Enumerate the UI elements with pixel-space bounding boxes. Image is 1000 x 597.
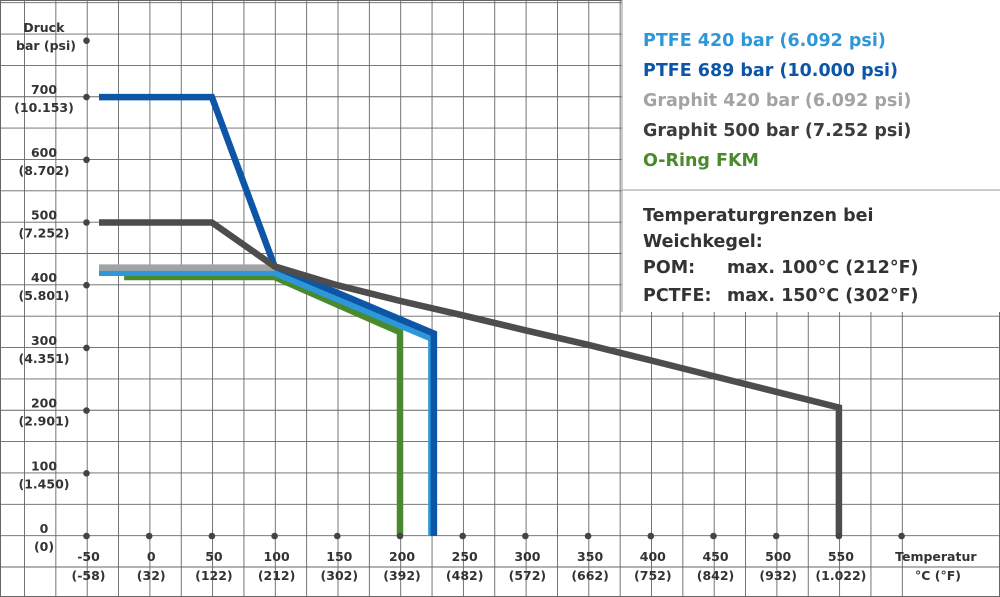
x-tick-dot [772, 532, 780, 540]
y-tick-label-bar: 600 [31, 145, 57, 160]
y-tick-label-bar: 700 [31, 82, 57, 97]
x-tick-dot [208, 532, 216, 540]
legend-entry: Graphit 500 bar (7.252 psi) [643, 121, 911, 141]
y-tick-label-psi: (7.252) [19, 226, 70, 241]
legend-entry: PTFE 420 bar (6.092 psi) [643, 31, 886, 51]
y-tick-label-psi: (10.153) [14, 100, 74, 115]
x-tick-label-c: 250 [452, 549, 478, 564]
legend-entry: PTFE 689 bar (10.000 psi) [643, 61, 898, 81]
x-tick-label-f: (572) [509, 568, 547, 583]
temperature-note: Temperaturgrenzen bei Weichkegel: POM: m… [643, 206, 919, 306]
x-tick-label-c: 200 [389, 549, 415, 564]
y-tick-dot [83, 344, 90, 352]
x-tick-label-c: 300 [514, 549, 540, 564]
x-tick-label-c: 100 [264, 549, 290, 564]
x-tick-dot [271, 532, 278, 540]
y-tick-label-bar: 300 [31, 333, 57, 348]
series-line-o-ring-fkm [124, 273, 404, 536]
x-tick-dot [710, 532, 717, 540]
note-pom-label: POM: [643, 258, 695, 278]
y-tick-dot [83, 219, 90, 226]
y-tick-label-psi: (8.702) [19, 163, 70, 178]
x-tick-dot [396, 532, 404, 540]
y-tick-label-bar: 0 [40, 521, 49, 536]
y-axis-end-dot [83, 37, 90, 44]
note-pctfe-label: PCTFE: [643, 286, 712, 306]
x-tick-label-f: (932) [759, 568, 797, 583]
y-tick-label-bar: 400 [31, 270, 57, 285]
x-axis-title-line1: Temperatur [895, 549, 977, 564]
x-tick-label-c: 150 [326, 549, 352, 564]
series-lines [99, 93, 843, 536]
y-axis-title-line1: Druck [23, 20, 65, 35]
note-pom-value: max. 100°C (212°F) [727, 258, 919, 278]
y-tick-label-bar: 100 [31, 458, 57, 473]
x-tick-label-c: 50 [205, 549, 223, 564]
x-tick-label-f: (122) [195, 568, 233, 583]
note-line2: Weichkegel: [643, 232, 763, 252]
y-tick-dot [83, 407, 90, 414]
x-tick-dot [835, 532, 843, 540]
x-tick-dot [647, 532, 655, 540]
legend: PTFE 420 bar (6.092 psi) PTFE 689 bar (10… [643, 31, 911, 171]
x-tick-label-f: (-58) [71, 568, 105, 583]
x-tick-label-f: (32) [137, 568, 166, 583]
y-axis-title: Druck bar (psi) [16, 20, 76, 53]
y-axis-title-line2: bar (psi) [16, 38, 76, 53]
x-tick-label-f: (752) [634, 568, 672, 583]
x-tick-dot [522, 532, 529, 540]
x-tick-label-c: 400 [640, 549, 666, 564]
y-tick-dot [83, 93, 90, 101]
x-axis-labels: -50 (-58) 0 (32) 50 (122) 100 (212) 150 (302) 200 (… [71, 549, 866, 583]
x-tick-label-c: 500 [765, 549, 791, 564]
legend-panel [621, 0, 1000, 312]
x-tick-dot [459, 532, 467, 540]
y-tick-label-psi: (0) [34, 539, 54, 554]
legend-panel-bg [622, 0, 1000, 312]
x-tick-label-f: (302) [321, 568, 359, 583]
x-tick-dot [334, 532, 341, 540]
x-tick-label-c: 350 [577, 549, 603, 564]
x-tick-label-c: 550 [828, 549, 854, 564]
x-tick-dot [898, 532, 905, 540]
note-pctfe-value: max. 150°C (302°F) [727, 286, 919, 306]
x-tick-dot [145, 532, 153, 540]
legend-entry: Graphit 420 bar (6.092 psi) [643, 91, 911, 111]
note-line1: Temperaturgrenzen bei [643, 206, 874, 226]
x-tick-label-f: (662) [571, 568, 609, 583]
series-line-graphit-500-bar-7-252-psi [99, 219, 843, 536]
y-axis-labels: 0 (0) 100 (1.450) 200 (2.901) 300 (4.351) 400 (5.… [14, 82, 74, 554]
x-tick-label-f: (1.022) [815, 568, 866, 583]
x-tick-label-f: (392) [383, 568, 421, 583]
x-tick-label-c: 450 [702, 549, 728, 564]
legend-entry: O-Ring FKM [643, 151, 759, 171]
x-tick-label-f: (482) [446, 568, 484, 583]
x-axis-title: Temperatur °C (°F) [895, 549, 981, 583]
y-tick-label-psi: (2.901) [19, 414, 70, 429]
x-tick-label-c: -50 [77, 549, 100, 564]
y-tick-label-psi: (4.351) [19, 351, 70, 366]
y-tick-label-bar: 500 [31, 208, 57, 223]
y-tick-label-psi: (5.801) [19, 288, 70, 303]
y-tick-label-bar: 200 [31, 396, 57, 411]
x-tick-label-f: (212) [258, 568, 296, 583]
x-axis-title-line2: °C (°F) [915, 568, 961, 583]
y-tick-dot [83, 281, 90, 289]
y-tick-dot [83, 532, 90, 540]
y-tick-label-psi: (1.450) [19, 476, 70, 491]
x-tick-dot [584, 532, 592, 540]
y-tick-dot [83, 470, 90, 477]
tick-dots [83, 37, 905, 540]
x-tick-label-f: (842) [697, 568, 735, 583]
x-tick-label-c: 0 [147, 549, 156, 564]
y-tick-dot [83, 156, 90, 164]
